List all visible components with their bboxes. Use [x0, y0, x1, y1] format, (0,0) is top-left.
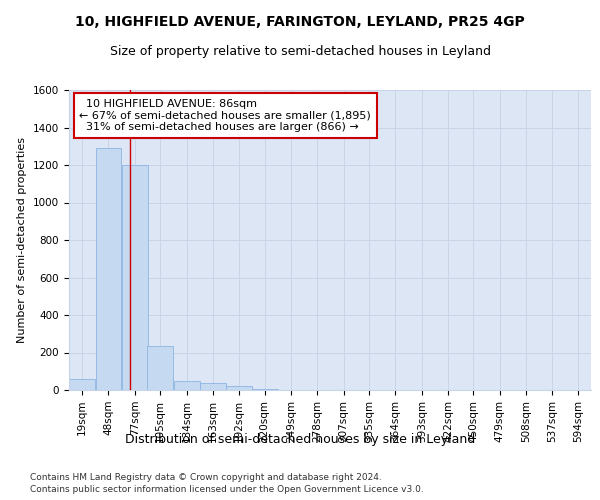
Bar — [173, 381, 200, 390]
Bar — [69, 379, 95, 390]
Bar — [122, 165, 148, 390]
Bar — [95, 148, 121, 390]
Y-axis label: Number of semi-detached properties: Number of semi-detached properties — [17, 137, 28, 343]
Text: Distribution of semi-detached houses by size in Leyland: Distribution of semi-detached houses by … — [125, 432, 475, 446]
Text: 10, HIGHFIELD AVENUE, FARINGTON, LEYLAND, PR25 4GP: 10, HIGHFIELD AVENUE, FARINGTON, LEYLAND… — [75, 15, 525, 29]
Bar — [200, 384, 226, 390]
Text: Size of property relative to semi-detached houses in Leyland: Size of property relative to semi-detach… — [110, 45, 491, 58]
Text: Contains HM Land Registry data © Crown copyright and database right 2024.: Contains HM Land Registry data © Crown c… — [30, 472, 382, 482]
Bar — [148, 346, 173, 390]
Text: Contains public sector information licensed under the Open Government Licence v3: Contains public sector information licen… — [30, 485, 424, 494]
Text: 10 HIGHFIELD AVENUE: 86sqm
← 67% of semi-detached houses are smaller (1,895)
  3: 10 HIGHFIELD AVENUE: 86sqm ← 67% of semi… — [79, 99, 371, 132]
Bar — [226, 386, 252, 390]
